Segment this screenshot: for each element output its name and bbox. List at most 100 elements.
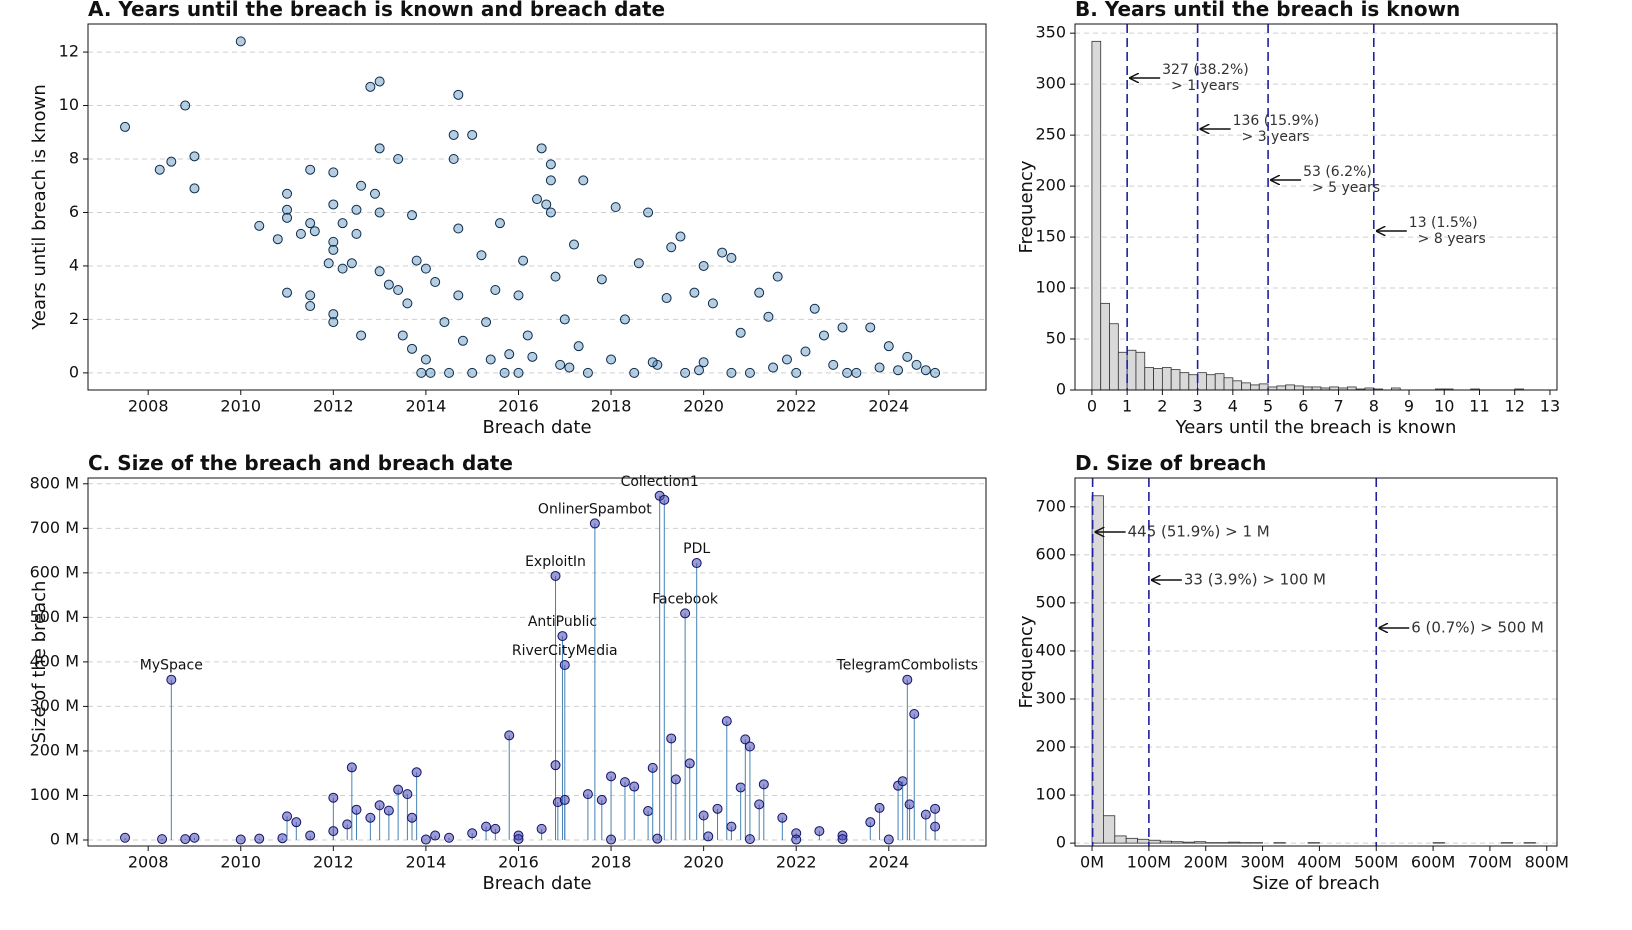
point xyxy=(356,330,367,341)
point xyxy=(689,287,700,298)
point xyxy=(680,608,691,619)
point xyxy=(606,771,617,782)
bar xyxy=(1228,841,1241,844)
x-tick-label: 2 xyxy=(1157,397,1167,416)
point xyxy=(272,234,283,245)
bar xyxy=(1171,841,1184,844)
point xyxy=(721,716,732,727)
point xyxy=(559,660,570,671)
point xyxy=(582,367,593,378)
point xyxy=(411,767,422,778)
point xyxy=(189,183,200,194)
point xyxy=(282,811,293,822)
x-tick-label: 2022 xyxy=(776,853,817,872)
bar xyxy=(1114,835,1127,844)
point xyxy=(930,821,941,832)
point xyxy=(166,674,177,685)
point xyxy=(726,367,737,378)
bar xyxy=(1125,837,1138,844)
point xyxy=(837,834,848,845)
x-tick-label: 2010 xyxy=(220,397,261,416)
y-tick-label: 600 M xyxy=(30,562,79,581)
y-tick-label: 600 xyxy=(1035,544,1066,563)
y-tick-label: 10 xyxy=(59,95,79,114)
point xyxy=(684,758,695,769)
point xyxy=(643,806,654,817)
x-tick-label: 7 xyxy=(1333,397,1343,416)
point xyxy=(874,362,885,373)
x-tick-label: 2024 xyxy=(868,397,909,416)
bar xyxy=(1103,815,1116,844)
y-axis-label: Frequency xyxy=(1016,160,1037,253)
point xyxy=(444,367,455,378)
x-tick-label: 4 xyxy=(1228,397,1238,416)
point xyxy=(909,708,920,719)
x-axis-label: Size of breach xyxy=(1252,873,1380,894)
point xyxy=(467,129,478,140)
point xyxy=(768,362,779,373)
point xyxy=(402,298,413,309)
point xyxy=(444,832,455,843)
y-tick-label: 12 xyxy=(59,42,79,61)
point xyxy=(647,357,658,368)
point xyxy=(328,244,339,255)
point xyxy=(420,834,431,845)
bar xyxy=(1285,384,1295,391)
bar xyxy=(1232,380,1243,391)
y-tick-label: 6 xyxy=(69,202,79,221)
point xyxy=(758,779,769,790)
point xyxy=(504,349,515,360)
y-tick-label: 500 xyxy=(1035,592,1066,611)
point xyxy=(490,823,501,834)
point xyxy=(453,223,464,234)
y-tick-label: 200 xyxy=(1035,176,1066,195)
point xyxy=(365,812,376,823)
point xyxy=(569,239,580,250)
x-tick-label: 9 xyxy=(1404,397,1414,416)
point xyxy=(619,777,630,788)
point xyxy=(930,803,941,814)
y-tick-label: 700 M xyxy=(30,518,79,537)
x-tick-label: 2016 xyxy=(498,853,539,872)
point xyxy=(883,341,894,352)
y-tick-label: 400 M xyxy=(30,651,79,670)
point xyxy=(814,826,825,837)
bar xyxy=(1241,382,1251,391)
point xyxy=(610,202,621,213)
annotation: 445 (51.9%) > 1 M xyxy=(1128,523,1270,541)
point xyxy=(420,263,431,274)
y-axis-label: Frequency xyxy=(1016,615,1037,708)
y-tick-label: 0 M xyxy=(50,829,79,848)
point xyxy=(606,354,617,365)
point xyxy=(513,367,524,378)
point xyxy=(397,330,408,341)
point xyxy=(351,204,362,215)
point xyxy=(606,834,617,845)
y-tick-label: 700 xyxy=(1035,496,1066,515)
point xyxy=(305,290,316,301)
panel-title: C. Size of the breach and breach date xyxy=(88,451,513,475)
point xyxy=(254,833,265,844)
point-label: ExploitIn xyxy=(525,554,586,570)
point xyxy=(513,290,524,301)
point xyxy=(740,734,751,745)
y-axis-label: Years until breach is known xyxy=(29,84,50,330)
point xyxy=(309,226,320,237)
point xyxy=(902,351,913,362)
point xyxy=(448,129,459,140)
point xyxy=(781,354,792,365)
y-tick-label: 0 xyxy=(1056,833,1066,852)
bar xyxy=(1100,302,1110,391)
panel: D. Size of breach 0 100 200 300 400 500 600 700 0… xyxy=(1016,451,1569,894)
point xyxy=(305,218,316,229)
x-tick-label: 2014 xyxy=(406,397,447,416)
point xyxy=(277,833,288,844)
point xyxy=(777,812,788,823)
point xyxy=(356,180,367,191)
x-tick-label: 8 xyxy=(1369,397,1379,416)
point xyxy=(652,833,663,844)
y-tick-label: 300 M xyxy=(30,696,79,715)
point xyxy=(680,367,691,378)
bar xyxy=(1197,372,1207,391)
